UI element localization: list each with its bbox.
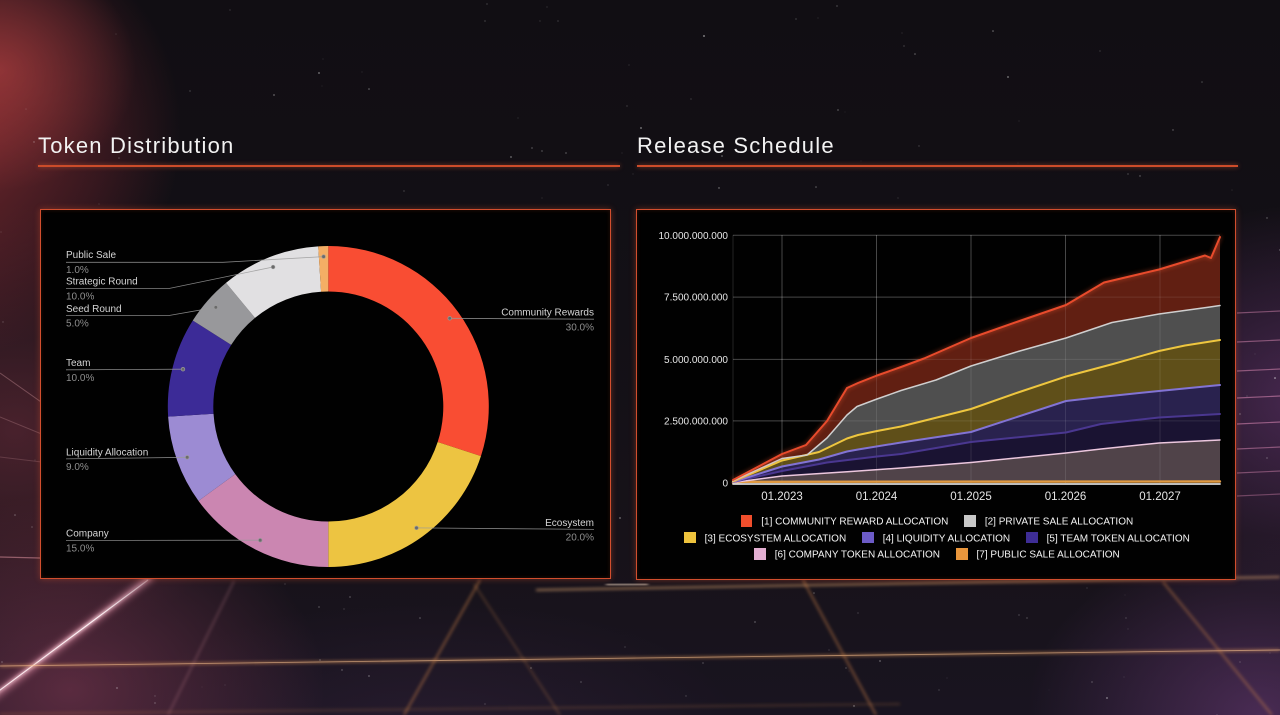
svg-text:0: 0 [722, 479, 728, 490]
svg-text:10.0%: 10.0% [66, 291, 94, 302]
svg-text:5.0%: 5.0% [66, 319, 89, 330]
svg-text:01.2024: 01.2024 [856, 491, 898, 503]
svg-text:01.2026: 01.2026 [1045, 491, 1087, 503]
svg-text:2.500.000.000: 2.500.000.000 [664, 416, 728, 427]
svg-text:9.0%: 9.0% [66, 462, 89, 473]
svg-text:Public Sale: Public Sale [66, 250, 116, 261]
svg-text:01.2025: 01.2025 [950, 491, 992, 503]
svg-text:Team: Team [66, 358, 90, 369]
svg-text:Company: Company [66, 529, 109, 540]
svg-text:30.0%: 30.0% [566, 322, 594, 333]
svg-text:15.0%: 15.0% [66, 543, 94, 554]
svg-text:1.0%: 1.0% [66, 265, 89, 276]
svg-text:7.500.000.000: 7.500.000.000 [664, 293, 728, 304]
svg-text:Ecosystem: Ecosystem [545, 518, 594, 529]
svg-text:01.2023: 01.2023 [761, 491, 803, 503]
svg-text:10.0%: 10.0% [66, 373, 94, 384]
svg-text:20.0%: 20.0% [566, 533, 594, 544]
svg-text:Strategic Round: Strategic Round [66, 277, 138, 288]
svg-text:10.000.000.000: 10.000.000.000 [658, 231, 728, 242]
svg-text:5.000.000.000: 5.000.000.000 [664, 355, 728, 366]
svg-text:Community Rewards: Community Rewards [501, 308, 594, 319]
svg-text:Seed Round: Seed Round [66, 304, 122, 315]
svg-text:Liquidity Allocation: Liquidity Allocation [66, 447, 148, 458]
svg-text:01.2027: 01.2027 [1139, 491, 1181, 503]
